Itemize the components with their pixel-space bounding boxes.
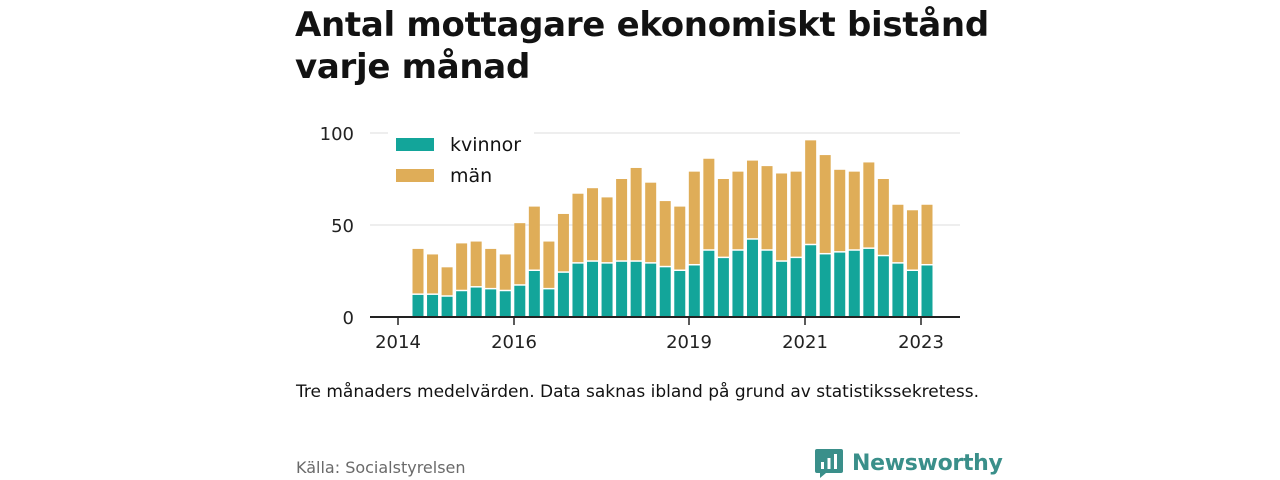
bar-kvinnor (790, 258, 802, 317)
bar-kvinnor (834, 252, 846, 317)
bar-kvinnor (674, 271, 686, 317)
bar-man (645, 182, 657, 263)
x-tick-label: 2021 (782, 332, 828, 353)
bar-man (557, 213, 569, 272)
legend: kvinnor män (388, 130, 534, 194)
bar-man (790, 171, 802, 257)
bar-man (499, 254, 511, 290)
bar-kvinnor (456, 291, 468, 317)
bar-man (543, 241, 555, 288)
chart-note: Tre månaders medelvärden. Data saknas ib… (296, 382, 979, 402)
bar-man (921, 204, 933, 264)
x-tick-label: 2023 (898, 332, 944, 353)
bar-kvinnor (717, 258, 729, 317)
bar-man (456, 243, 468, 290)
bar-man (703, 158, 715, 250)
bar-kvinnor (746, 239, 758, 317)
legend-swatch-kvinnor (396, 138, 434, 151)
bar-man (863, 162, 875, 248)
bar-kvinnor (630, 261, 642, 317)
bar-kvinnor (485, 289, 497, 317)
brand-name: Newsworthy (852, 450, 1003, 476)
bar-kvinnor (616, 261, 628, 317)
bar-man (427, 254, 439, 294)
bar-kvinnor (906, 271, 918, 317)
bar-kvinnor (543, 289, 555, 317)
x-tick-label: 2014 (375, 332, 421, 353)
bar-man (819, 155, 831, 253)
bar-kvinnor (412, 294, 424, 317)
bar-man (906, 210, 918, 270)
bar-kvinnor (427, 294, 439, 317)
bar-kvinnor (499, 291, 511, 317)
bar-man (659, 201, 671, 266)
bar-kvinnor (892, 263, 904, 317)
bar-kvinnor (441, 296, 453, 317)
bar-man (732, 171, 744, 250)
bar-man (877, 179, 889, 255)
legend-swatch-man (396, 169, 434, 182)
chart-title: Antal mottagare ekonomiskt bistånd varje… (295, 5, 989, 87)
bar-kvinnor (659, 267, 671, 317)
bar-kvinnor (688, 265, 700, 317)
brand-logo: Newsworthy (814, 446, 1003, 480)
bar-kvinnor (848, 250, 860, 317)
bar-man (587, 188, 599, 261)
bar-man (485, 248, 497, 288)
x-axis-ticks: 2014 2016 2019 2021 2023 (375, 317, 944, 353)
bar-kvinnor (601, 263, 613, 317)
bar-kvinnor (819, 254, 831, 317)
bar-kvinnor (921, 265, 933, 317)
bar-man (746, 160, 758, 239)
bar-man (674, 206, 686, 270)
bar-kvinnor (528, 271, 540, 317)
bar-man (412, 248, 424, 294)
bar-man (528, 206, 540, 270)
bar-man (761, 166, 773, 250)
bar-kvinnor (877, 256, 889, 317)
y-tick-label: 0 (343, 308, 354, 329)
bar-kvinnor (572, 263, 584, 317)
bar-kvinnor (645, 263, 657, 317)
bar-man (616, 179, 628, 261)
bar-kvinnor (514, 285, 526, 317)
legend-label-man: män (450, 165, 492, 187)
bar-man (514, 223, 526, 285)
bar-kvinnor (805, 245, 817, 317)
bar-man (688, 171, 700, 264)
bar-kvinnor (703, 250, 715, 317)
bar-man (470, 241, 482, 287)
y-axis-ticks: 0 50 100 (320, 124, 354, 329)
bars (412, 140, 933, 317)
x-tick-label: 2019 (666, 332, 712, 353)
bar-man (601, 197, 613, 263)
bar-kvinnor (557, 272, 569, 317)
bar-kvinnor (863, 248, 875, 317)
source-text: Källa: Socialstyrelsen (296, 458, 466, 477)
legend-label-kvinnor: kvinnor (450, 134, 521, 156)
bar-man (834, 169, 846, 252)
bar-kvinnor (732, 250, 744, 317)
x-tick-label: 2016 (491, 332, 537, 353)
bar-kvinnor (761, 250, 773, 317)
bar-kvinnor (776, 261, 788, 317)
bar-kvinnor (587, 261, 599, 317)
bar-kvinnor (470, 287, 482, 317)
bar-man (717, 179, 729, 257)
bar-man (805, 140, 817, 244)
bar-man (892, 204, 904, 263)
bar-man (572, 193, 584, 263)
stacked-bar-chart: 0 50 100 2014 2016 2019 2021 2023 kvinnor män (320, 124, 960, 353)
bar-man (776, 173, 788, 261)
y-tick-label: 50 (331, 216, 354, 237)
y-tick-label: 100 (320, 124, 354, 145)
bar-man (630, 167, 642, 261)
newsworthy-logo-icon (815, 449, 843, 478)
bar-man (848, 171, 860, 250)
bar-man (441, 267, 453, 296)
